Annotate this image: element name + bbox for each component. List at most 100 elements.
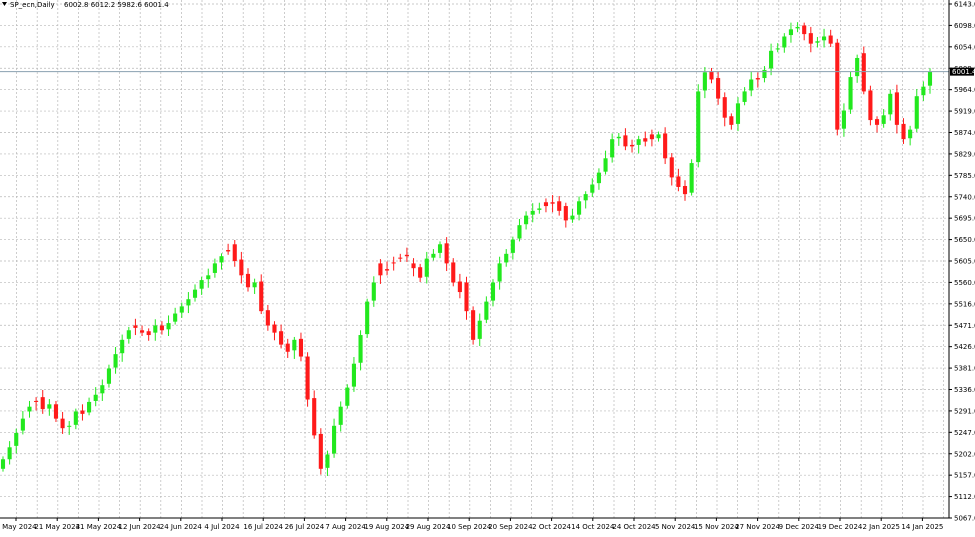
candle-body [769, 50, 774, 69]
candle [782, 33, 787, 53]
candle [696, 84, 701, 168]
x-tick-label: 29 Aug 2024 [406, 523, 451, 531]
candle-body [603, 158, 608, 172]
candle [848, 71, 853, 114]
candle-body [570, 215, 575, 220]
candle [186, 292, 191, 314]
candle-body [524, 215, 529, 225]
candle [437, 241, 443, 259]
y-tick-label: 5650.0 [954, 236, 975, 244]
x-tick-label: 2 Oct 2024 [532, 523, 571, 531]
y-tick-label: 5516.0 [954, 300, 975, 308]
candle-body [398, 257, 403, 259]
candle-body [371, 282, 376, 301]
candle-body [484, 301, 489, 320]
candle [73, 408, 78, 430]
y-tick-label: 5336.0 [954, 386, 975, 394]
y-tick-label: 5381.0 [954, 365, 975, 373]
candle [451, 258, 456, 287]
candle [868, 85, 873, 126]
candle [716, 71, 721, 105]
candle-body [894, 92, 899, 125]
candle-body [563, 206, 568, 221]
candle [80, 404, 85, 421]
candle-body [543, 202, 549, 207]
y-tick-label: 5919.0 [954, 108, 975, 116]
candle-body [20, 418, 25, 431]
candle-body [669, 157, 674, 178]
candle-body [755, 78, 760, 80]
candle [365, 298, 370, 338]
candle-body [431, 253, 436, 258]
candle-body [199, 280, 204, 289]
candle [120, 334, 125, 362]
candle-body [285, 343, 290, 352]
candles [0, 22, 933, 476]
candle-body [146, 331, 151, 336]
candle [676, 168, 681, 192]
candle-body [537, 208, 542, 210]
x-tick-label: 20 Sep 2024 [488, 523, 533, 531]
candle-body [782, 36, 787, 48]
candle-body [404, 254, 409, 257]
candle-body [272, 324, 277, 333]
candle-body [332, 425, 337, 454]
candle [914, 89, 919, 133]
candle-body [497, 263, 502, 282]
candle [404, 247, 409, 262]
candle [126, 326, 131, 344]
candle-body [418, 267, 423, 278]
candle-body [298, 338, 304, 357]
candle-body [577, 201, 582, 215]
candle [67, 421, 72, 435]
y-tick-label: 5605.0 [954, 258, 975, 266]
candle [769, 43, 774, 76]
candle-body [881, 115, 886, 124]
candle-body [351, 363, 356, 387]
candle-body [219, 256, 224, 263]
candle [921, 81, 926, 101]
candle [504, 249, 509, 267]
candle [285, 338, 290, 358]
candle [226, 243, 231, 255]
candle [219, 253, 224, 270]
candle-body [788, 29, 794, 36]
candle-body [120, 339, 125, 354]
candle [47, 399, 52, 416]
candle-body [166, 323, 171, 330]
candle [484, 296, 489, 324]
current-price-label: 6001.4 [952, 68, 975, 76]
x-tick-label: 14 Oct 2024 [571, 523, 615, 531]
candle-body [87, 401, 92, 413]
candle-body [815, 41, 820, 43]
candle [457, 273, 462, 299]
candle [192, 284, 198, 302]
candle-body [656, 134, 661, 139]
chart-header: SP_ecn,Daily 6002.8 6012.2 5982.6 6001.4 [2, 1, 169, 9]
candle [616, 132, 621, 146]
candle [643, 131, 648, 147]
candle [669, 153, 674, 186]
candle-body [47, 404, 52, 409]
candle-body [596, 172, 601, 184]
x-tick-label: 15 Nov 2024 [694, 523, 739, 531]
candle [305, 352, 310, 407]
candle-body [550, 202, 555, 204]
candle [265, 304, 270, 331]
candle [398, 253, 403, 262]
candle [477, 313, 482, 347]
candle [517, 218, 522, 242]
candle [312, 390, 317, 439]
candle [888, 89, 893, 121]
y-tick-label: 5202.0 [954, 450, 975, 458]
candle [212, 258, 217, 278]
current-price-tag: 6001.4 [950, 67, 975, 76]
candle [497, 256, 502, 290]
candle-body [325, 454, 330, 468]
x-tick-label: 5 Nov 2024 [655, 523, 696, 531]
candle [524, 211, 529, 230]
candle-body [855, 57, 860, 77]
candle-body [590, 184, 595, 193]
candle [384, 261, 390, 276]
candle-body [530, 210, 535, 215]
